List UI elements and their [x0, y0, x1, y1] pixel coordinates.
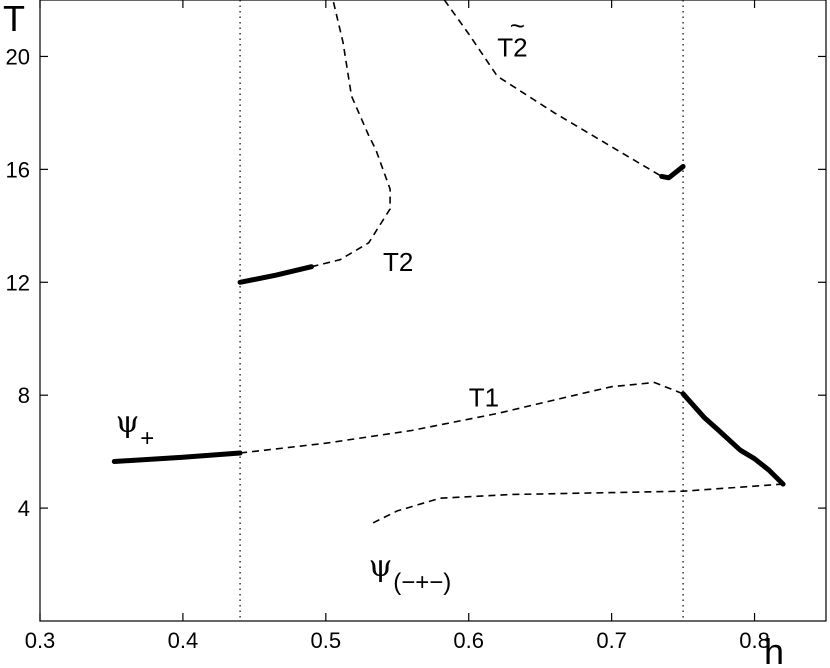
x-tick-label-1: 0.4 — [168, 628, 199, 653]
curves — [111, 0, 786, 526]
y-axis-title: T — [3, 0, 25, 39]
dashed-curve-5 — [311, 0, 391, 268]
label-t1: T1 — [469, 382, 499, 412]
x-tick-label-5: 0.8 — [739, 628, 770, 653]
x-axis-title: h — [764, 631, 784, 668]
axis-ticks — [39, 0, 826, 621]
y-tick-label-4: 20 — [6, 44, 30, 69]
plot-frame — [39, 0, 827, 622]
x-tick-label-3: 0.6 — [453, 628, 484, 653]
solid-curve-7 — [659, 164, 686, 181]
reference-lines — [239, 0, 684, 621]
x-tick-label-0: 0.3 — [25, 628, 56, 653]
dashed-curve-1 — [240, 381, 684, 454]
label-t2-tilde: T2 — [497, 32, 527, 62]
tick-labels: 0.3 0.4 0.5 0.6 0.7 0.8 4 8 12 16 20 — [6, 44, 770, 653]
label-t2-tilde-tilde: ~ — [510, 10, 525, 40]
solid-curve-2 — [680, 391, 786, 487]
label-psi-mixed: ψ(−+−) — [369, 549, 452, 596]
y-tick-label-2: 12 — [6, 270, 30, 295]
solid-curve-4 — [237, 264, 314, 285]
solid-curve-0 — [111, 450, 243, 464]
y-tick-label-1: 8 — [18, 383, 30, 408]
label-psi-plus: ψ+ — [116, 405, 155, 452]
dashed-curve-3 — [368, 483, 784, 526]
x-tick-label-4: 0.7 — [596, 628, 627, 653]
x-tick-label-2: 0.5 — [311, 628, 342, 653]
label-t2: T2 — [383, 247, 413, 277]
y-tick-label-0: 4 — [18, 496, 30, 521]
dashed-curve-6 — [443, 0, 663, 178]
y-tick-label-3: 16 — [6, 157, 30, 182]
